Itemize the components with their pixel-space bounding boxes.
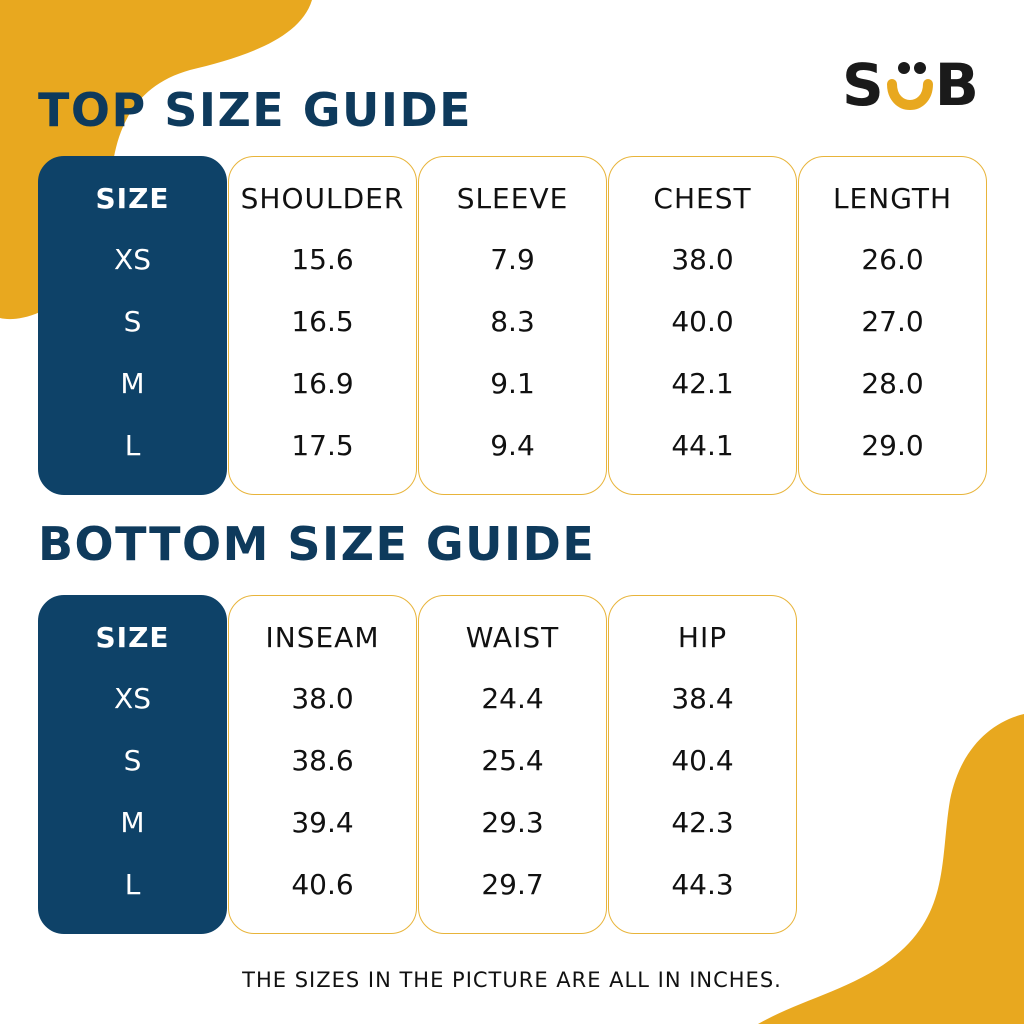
table-cell: M <box>120 805 145 839</box>
smile-icon <box>886 54 933 116</box>
column-header: CHEST <box>653 181 752 215</box>
top-column-chest: CHEST 38.0 40.0 42.1 44.1 <box>608 156 797 495</box>
table-cell: 8.3 <box>490 304 535 338</box>
table-cell: S <box>123 743 142 777</box>
table-cell: 40.4 <box>671 743 734 777</box>
table-cell: 38.0 <box>671 242 734 276</box>
table-cell: 29.0 <box>861 428 924 462</box>
top-column-shoulder: SHOULDER 15.6 16.5 16.9 17.5 <box>228 156 417 495</box>
table-cell: M <box>120 366 145 400</box>
table-cell: 17.5 <box>291 428 354 462</box>
table-cell: 16.9 <box>291 366 354 400</box>
table-cell: 40.0 <box>671 304 734 338</box>
column-header: LENGTH <box>832 181 953 215</box>
table-cell: 28.0 <box>861 366 924 400</box>
table-cell: 42.1 <box>671 366 734 400</box>
column-header: HIP <box>677 620 728 654</box>
logo-letter-b: B <box>934 51 980 119</box>
table-cell: S <box>123 304 142 338</box>
brand-logo: S B <box>842 54 980 116</box>
column-header: WAIST <box>465 620 560 654</box>
bottom-column-inseam: INSEAM 38.0 38.6 39.4 40.6 <box>228 595 417 934</box>
top-size-guide-title: TOP SIZE GUIDE <box>38 83 473 137</box>
bottom-size-guide-title: BOTTOM SIZE GUIDE <box>38 517 596 571</box>
table-cell: 38.4 <box>671 681 734 715</box>
column-header: INSEAM <box>265 620 380 654</box>
top-column-length: LENGTH 26.0 27.0 28.0 29.0 <box>798 156 987 495</box>
table-cell: 42.3 <box>671 805 734 839</box>
column-header: SIZE <box>95 620 170 654</box>
table-cell: 38.0 <box>291 681 354 715</box>
table-cell: 29.7 <box>481 867 544 901</box>
table-cell: 9.1 <box>490 366 535 400</box>
table-cell: 38.6 <box>291 743 354 777</box>
units-footnote: THE SIZES IN THE PICTURE ARE ALL IN INCH… <box>242 968 782 992</box>
table-cell: 29.3 <box>481 805 544 839</box>
table-cell: 44.1 <box>671 428 734 462</box>
table-cell: 39.4 <box>291 805 354 839</box>
table-cell: 9.4 <box>490 428 535 462</box>
table-cell: XS <box>114 242 151 276</box>
table-cell: L <box>124 428 141 462</box>
column-header: SLEEVE <box>456 181 569 215</box>
table-cell: 7.9 <box>490 242 535 276</box>
top-column-sleeve: SLEEVE 7.9 8.3 9.1 9.4 <box>418 156 607 495</box>
column-header: SHOULDER <box>240 181 405 215</box>
table-cell: L <box>124 867 141 901</box>
table-cell: 26.0 <box>861 242 924 276</box>
bottom-size-table: SIZE XS S M L INSEAM 38.0 38.6 39.4 40.6 WAIST 24.4… <box>38 595 798 934</box>
table-cell: 15.6 <box>291 242 354 276</box>
table-cell: 44.3 <box>671 867 734 901</box>
logo-letter-s: S <box>842 51 885 119</box>
table-cell: 25.4 <box>481 743 544 777</box>
column-header: SIZE <box>95 181 170 215</box>
top-size-table: SIZE XS S M L SHOULDER 15.6 16.5 16.9 17.5 SLEEVE 7… <box>38 156 988 495</box>
top-column-size: SIZE XS S M L <box>38 156 227 495</box>
table-cell: 24.4 <box>481 681 544 715</box>
table-cell: 16.5 <box>291 304 354 338</box>
bottom-column-hip: HIP 38.4 40.4 42.3 44.3 <box>608 595 797 934</box>
table-cell: 40.6 <box>291 867 354 901</box>
table-cell: XS <box>114 681 151 715</box>
bottom-column-size: SIZE XS S M L <box>38 595 227 934</box>
table-cell: 27.0 <box>861 304 924 338</box>
bottom-column-waist: WAIST 24.4 25.4 29.3 29.7 <box>418 595 607 934</box>
